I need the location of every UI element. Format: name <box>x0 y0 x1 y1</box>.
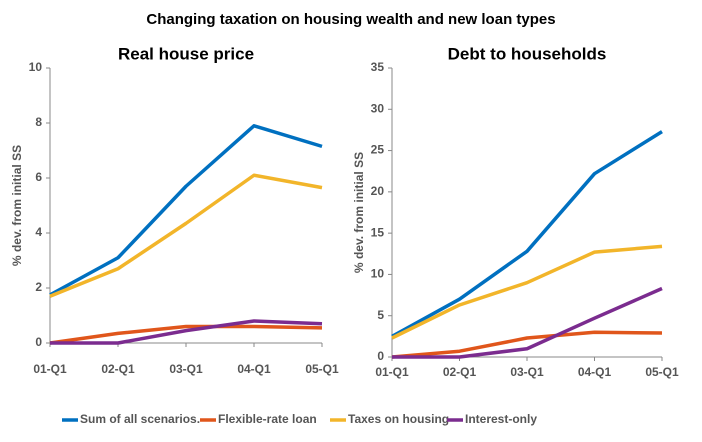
x-tick-label: 02-Q1 <box>101 362 135 376</box>
y-tick-label: 20 <box>371 184 385 198</box>
legend-label: Interest-only <box>465 412 537 426</box>
y-tick-label: 10 <box>29 60 43 74</box>
x-tick-label: 03-Q1 <box>169 362 203 376</box>
x-tick-label: 05-Q1 <box>645 365 679 379</box>
legend-label: Flexible-rate loan <box>218 412 317 426</box>
x-tick-label: 03-Q1 <box>510 365 544 379</box>
subplot-title: Real house price <box>118 44 254 63</box>
series-line <box>391 330 663 359</box>
y-tick-label: 30 <box>371 101 385 115</box>
series-line <box>49 124 323 297</box>
subplot-title: Debt to households <box>448 44 607 63</box>
y-tick-label: 10 <box>371 267 385 281</box>
y-tick-label: 6 <box>35 170 42 184</box>
series-line <box>49 173 323 298</box>
y-tick-label: 25 <box>371 143 385 157</box>
y-axis-label: % dev. from initial SS <box>352 152 366 273</box>
legend-label: Taxes on housing <box>348 412 449 426</box>
x-tick-label: 04-Q1 <box>578 365 612 379</box>
x-tick-label: 01-Q1 <box>33 362 67 376</box>
y-axis-label: % dev. from initial SS <box>10 145 24 266</box>
y-tick-label: 5 <box>377 308 384 322</box>
x-tick-label: 05-Q1 <box>305 362 339 376</box>
y-tick-label: 35 <box>371 60 385 74</box>
y-tick-label: 15 <box>371 225 385 239</box>
legend-label: Sum of all scenarios. <box>80 412 200 426</box>
series-line <box>49 324 323 345</box>
y-tick-label: 2 <box>35 280 42 294</box>
y-tick-label: 8 <box>35 115 42 129</box>
chart-title: Changing taxation on housing wealth and … <box>146 11 555 28</box>
x-tick-label: 02-Q1 <box>443 365 477 379</box>
x-tick-label: 01-Q1 <box>375 365 409 379</box>
series-line <box>391 244 663 340</box>
series-line <box>392 286 663 359</box>
y-tick-label: 4 <box>35 225 42 239</box>
x-tick-label: 04-Q1 <box>237 362 271 376</box>
series-line <box>391 130 663 338</box>
series-line <box>50 319 323 345</box>
y-tick-label: 0 <box>35 335 42 349</box>
y-tick-label: 0 <box>377 349 384 363</box>
